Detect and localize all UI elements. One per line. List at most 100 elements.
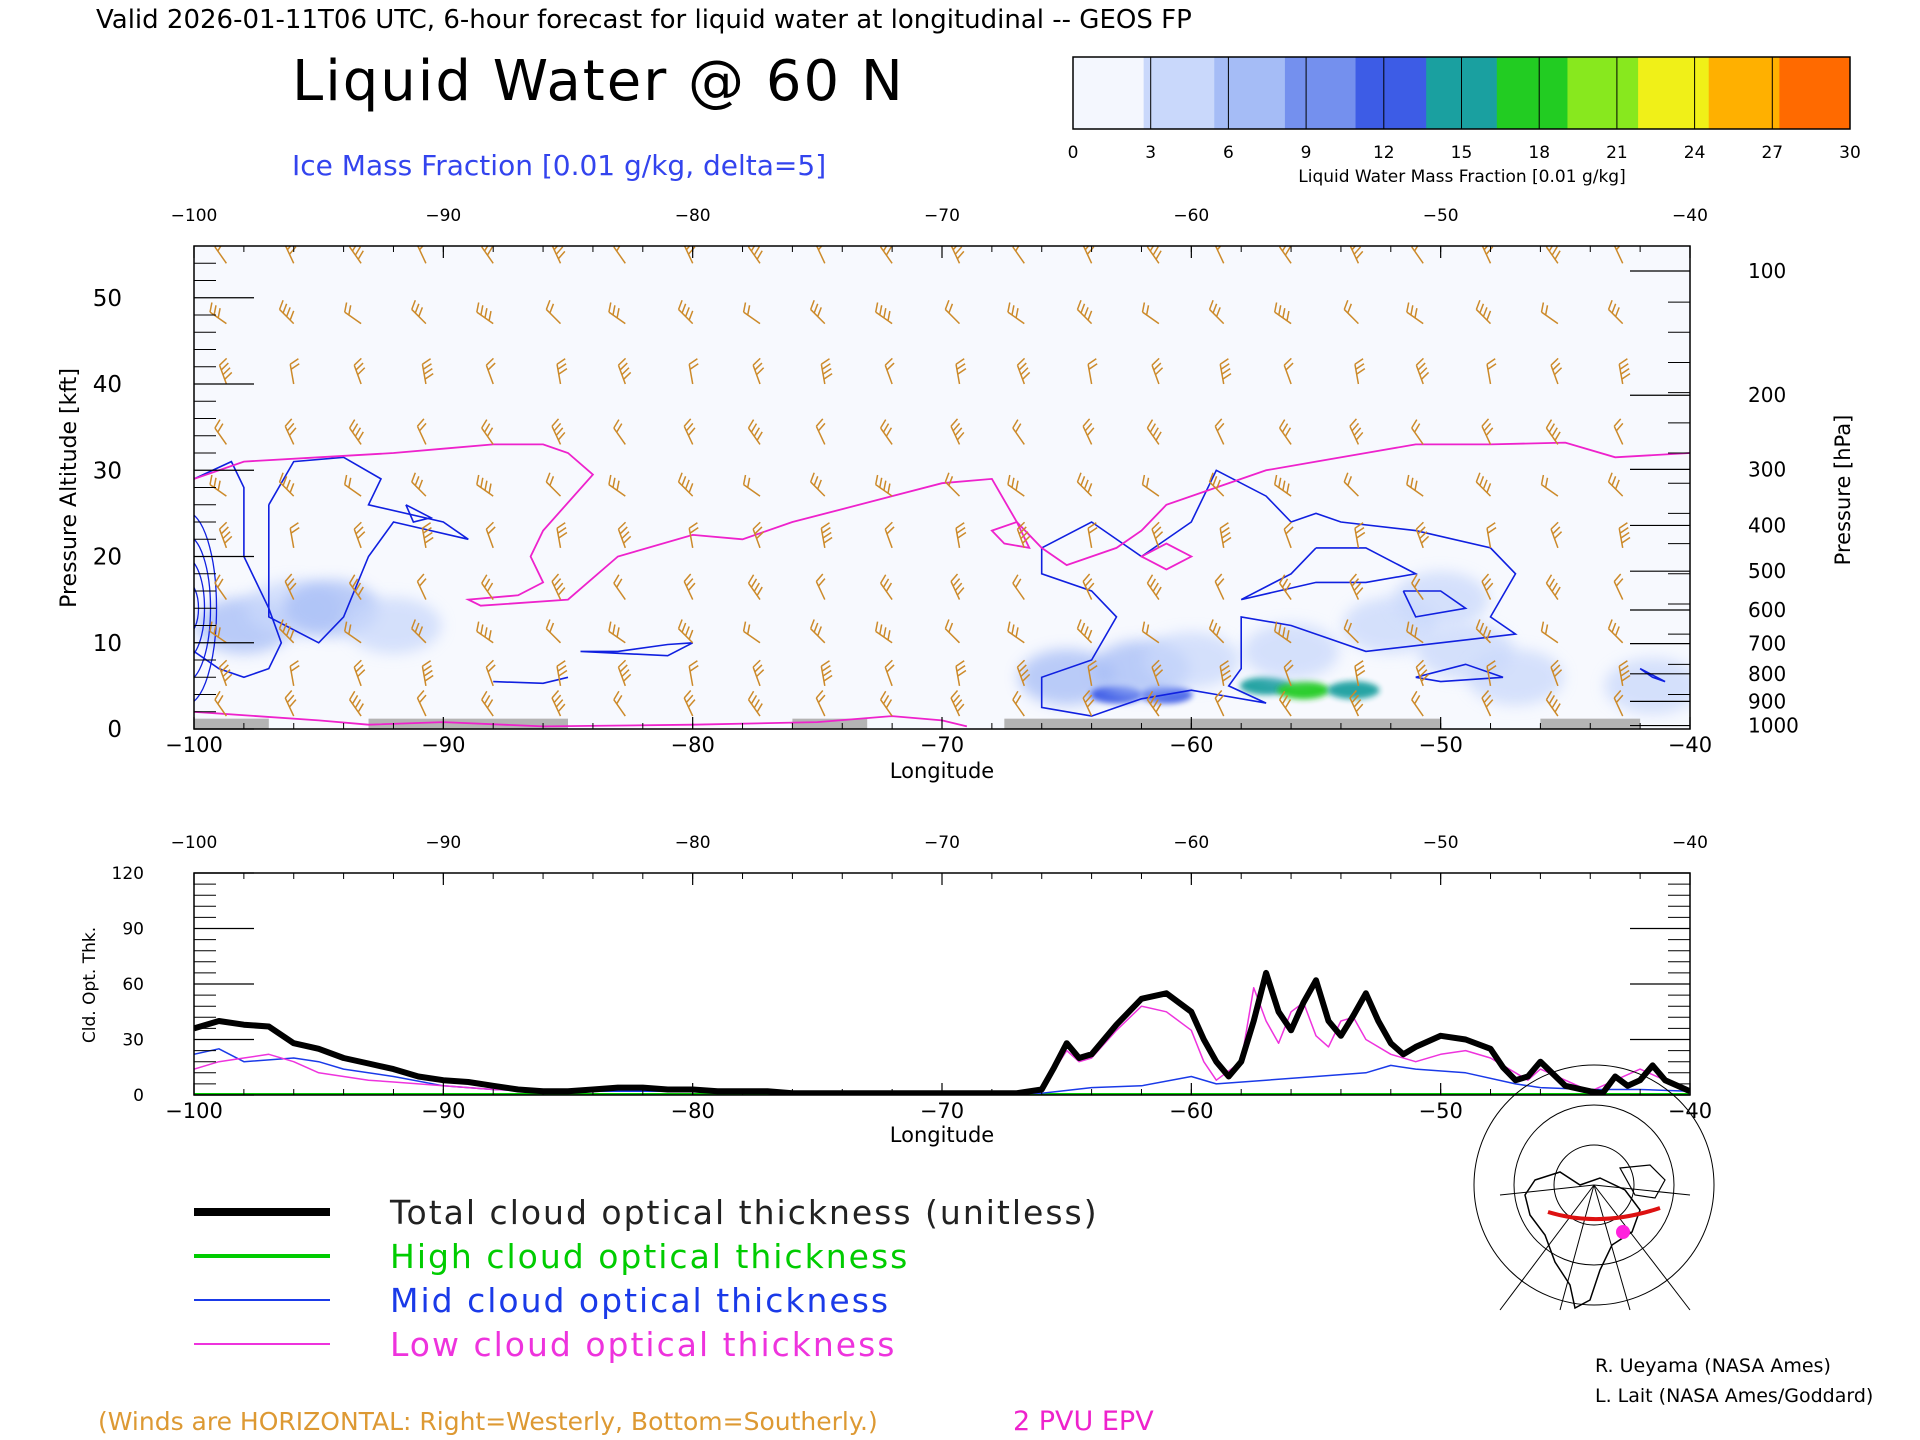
colorbar-tick-label: 24 [1684,143,1706,163]
wind-barb-feather [1011,305,1015,316]
wind-barb [1146,690,1162,717]
wind-barb-feather [351,578,359,588]
wind-barb-feather [418,479,424,490]
mid-series-line [194,1048,1690,1094]
wind-barb-feather [1087,522,1097,529]
wind-barb-feather [1351,578,1360,587]
wind-barb-feather [882,694,890,705]
wind-barb-feather [1087,310,1093,321]
wind-barb-feather [882,246,890,252]
wind-barb-feather [817,307,822,317]
wind-barb-feather [1153,526,1162,535]
wind-barb-feather [288,246,297,255]
wind-barb-shaft [485,528,494,549]
wind-barb-shaft [289,666,295,687]
wind-barb-feather [217,627,221,638]
x-tick-label-top: −40 [1672,206,1708,226]
wind-barb [353,521,366,549]
wind-barb-feather [1553,669,1563,678]
wind-barb-feather [1420,535,1430,544]
wind-barb-feather [753,582,760,592]
wind-barb [1087,358,1098,385]
top-ylabel: Pressure Altitude [kft] [57,368,82,608]
wind-barb-feather [557,250,566,260]
wind-barb-feather [753,427,760,437]
wind-barb-shaft [214,427,228,445]
wind-barb-feather [750,578,758,588]
wind-barb-shaft [1214,425,1225,445]
wind-barb-feather [1550,521,1559,530]
legend-label: High cloud optical thickness [390,1237,909,1276]
wind-barb-shaft [944,308,961,325]
wind-barb-feather [423,368,433,375]
wind-barb-feather [617,659,627,668]
wind-barb-feather [1486,629,1492,640]
wind-barb-feather [756,703,763,713]
wind-barb [1082,418,1095,445]
wind-barb-feather [214,690,221,701]
x-tick-label: −100 [165,1099,223,1123]
wind-barb-shaft [815,425,826,445]
wind-barb-feather [616,694,623,705]
wind-barb [809,472,826,497]
wind-barb-feather [217,246,224,252]
wind-barb-feather [1483,694,1492,703]
wind-barb-feather [623,535,632,544]
wind-barb [1278,690,1292,717]
wind-barb-feather [954,699,963,708]
wind-barb-feather [756,367,765,376]
wind-barb-shaft [1343,308,1359,325]
wind-barb-feather [422,358,432,365]
colorbar-tick-label: 15 [1451,143,1473,163]
wind-barb-feather [416,238,426,245]
wind-barb-feather [355,526,364,535]
wind-barb-feather [278,299,284,310]
wind-barb-shaft [955,666,961,687]
wind-barb-feather [213,624,217,635]
wind-barb-feather [1620,368,1630,375]
colorbar-tick-label: 12 [1373,143,1395,163]
wind-barb [1475,299,1492,325]
wind-barb-feather [1149,694,1157,705]
wind-barb-feather [1545,690,1553,701]
wind-barb-feather [956,527,966,534]
wind-barb-feather [887,630,891,641]
wind-barb [1082,690,1095,717]
y-tick-label: 10 [93,631,122,657]
wind-barb-feather [617,521,627,530]
wind-barb-feather [1540,302,1545,313]
wind-barb-feather [950,418,959,427]
wind-barb-shaft [1411,427,1424,445]
wind-barb-shaft [752,666,761,687]
wind-barb-shaft [1349,246,1360,264]
wind-barb-feather [1088,527,1098,534]
wind-barb-feather [616,423,623,433]
x-tick-label: −70 [920,733,964,757]
wind-barb-feather [553,422,562,432]
colorbar-tick-label: 30 [1839,143,1861,163]
wind-barb-feather [1351,422,1360,432]
wind-barb-feather [348,305,352,316]
wind-barb-feather [1152,582,1159,592]
wind-barb [1012,574,1025,601]
wind-barb [421,358,434,385]
wind-barb-shaft [1486,528,1492,549]
wind-barb-feather [1411,574,1418,584]
wind-barb [1016,357,1031,385]
wind-barb-shaft [218,364,228,385]
wind-barb-feather [944,472,950,483]
wind-barb-feather [688,629,694,640]
wind-barb-feather [1552,526,1561,535]
wind-barb [1007,474,1025,497]
wind-barb [688,660,699,687]
optical-thickness-frame [193,872,1691,1096]
wind-barb-feather [423,531,433,539]
wind-barb [747,690,763,717]
wind-barb-feather [1419,531,1428,540]
wind-barb-feather [1149,423,1157,433]
wind-barb-feather [756,250,763,260]
wind-barb-feather [282,303,288,314]
wind-barb-feather [887,483,891,494]
x-tick-label-top: −70 [924,206,960,226]
wind-barb [416,573,427,600]
